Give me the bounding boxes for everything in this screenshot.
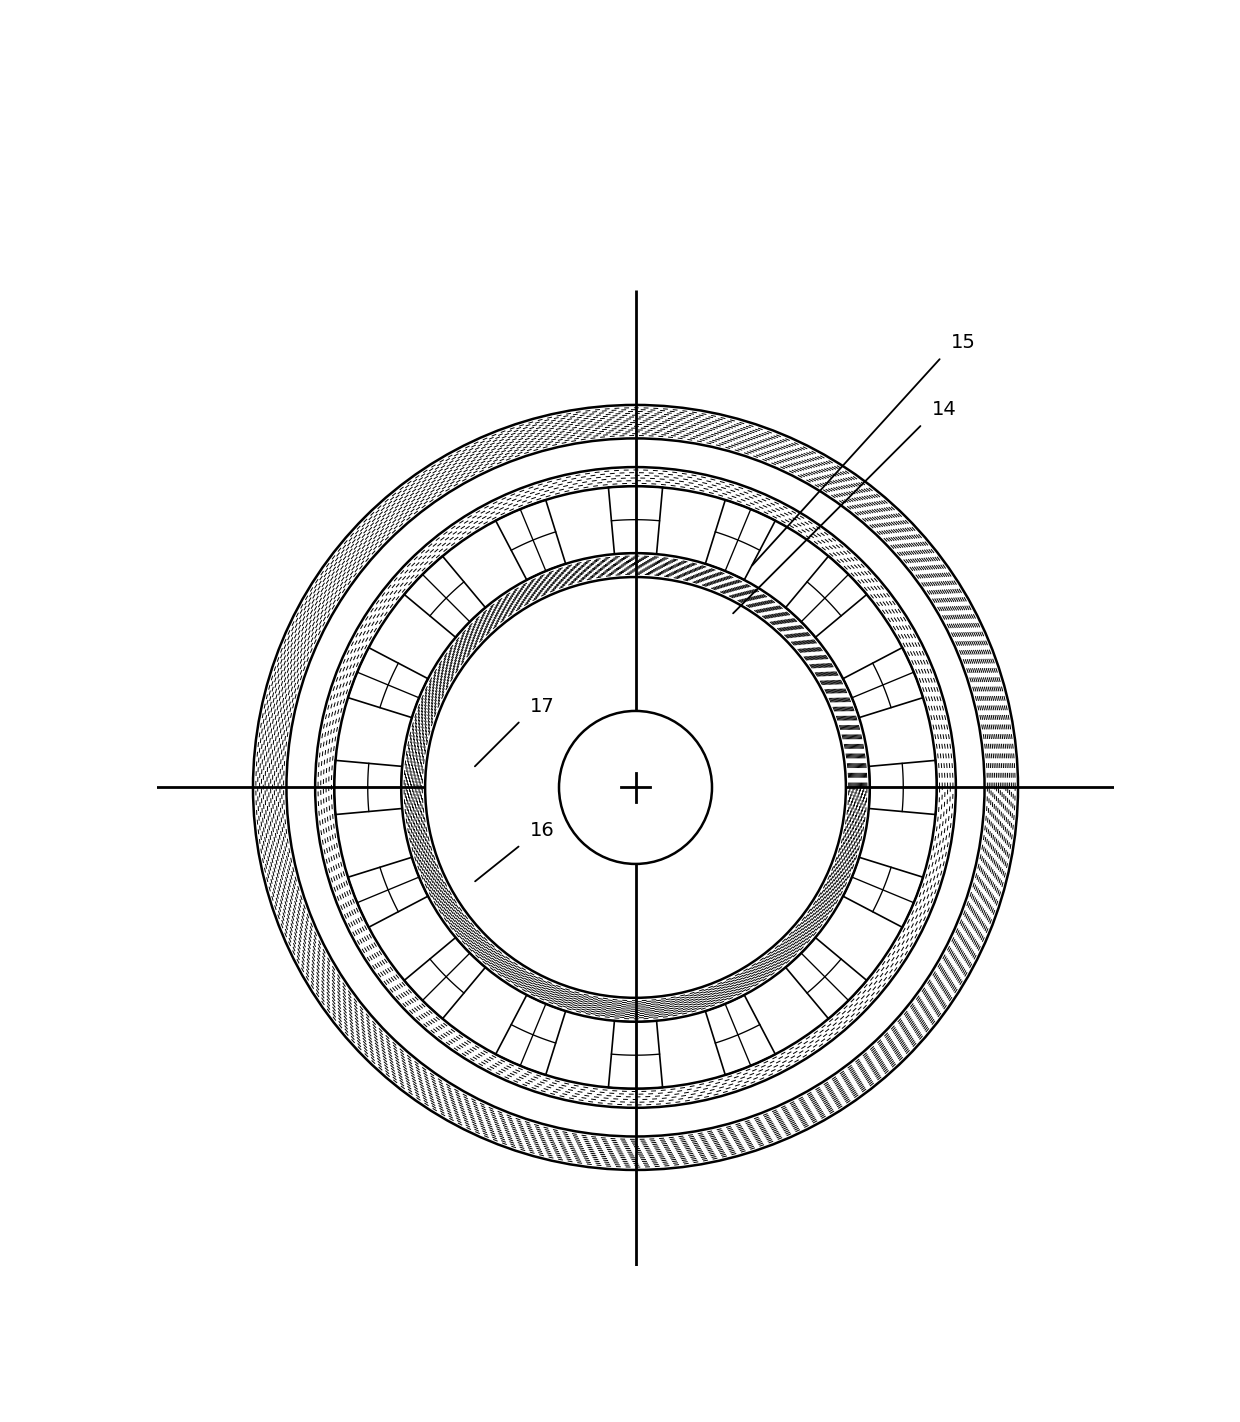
Text: 16: 16 [531,820,556,840]
Text: 14: 14 [932,400,957,419]
Text: 17: 17 [531,697,556,715]
Text: 15: 15 [951,333,976,353]
